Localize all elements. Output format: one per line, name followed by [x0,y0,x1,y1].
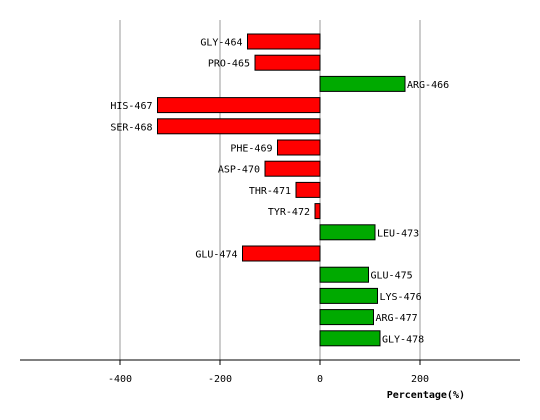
x-axis-ticks: -400 -200 0 200 [108,360,429,385]
bars [157,33,406,347]
bar [319,287,378,304]
category-label: GLY-478 [382,334,424,345]
category-label: GLU-474 [195,250,237,261]
bar [242,245,321,262]
bar [277,139,321,156]
category-label: ARG-477 [376,313,418,324]
category-label: ARG-466 [407,80,449,91]
x-tick-label: 0 [317,374,323,385]
bar [247,33,321,50]
bar [295,181,321,198]
category-label: PHE-469 [230,144,272,155]
category-label: SER-468 [110,122,152,133]
bar [319,224,376,241]
category-label: LYS-476 [380,292,422,303]
category-label: PRO-465 [208,59,250,70]
x-tick-label: 200 [411,374,429,385]
category-label: HIS-467 [110,101,152,112]
bar-labels: GLY-464 PRO-465 ARG-466 HIS-467 SER-468 PHE-4… [110,38,449,346]
x-axis-title: Percentage(%) [387,390,465,401]
bar [264,160,321,177]
bar [319,75,406,92]
category-label: TYR-472 [268,207,310,218]
bar [314,203,321,220]
category-label: ASP-470 [218,165,260,176]
category-label: GLY-464 [200,38,242,49]
x-tick-label: -200 [208,374,232,385]
bar [319,309,374,326]
bar [157,118,321,135]
category-label: LEU-473 [377,228,419,239]
bar [319,266,369,283]
bar [319,330,381,347]
x-tick-label: -400 [108,374,132,385]
bar [157,97,321,114]
category-label: THR-471 [249,186,291,197]
bar [254,54,321,71]
category-label: GLU-475 [371,271,413,282]
